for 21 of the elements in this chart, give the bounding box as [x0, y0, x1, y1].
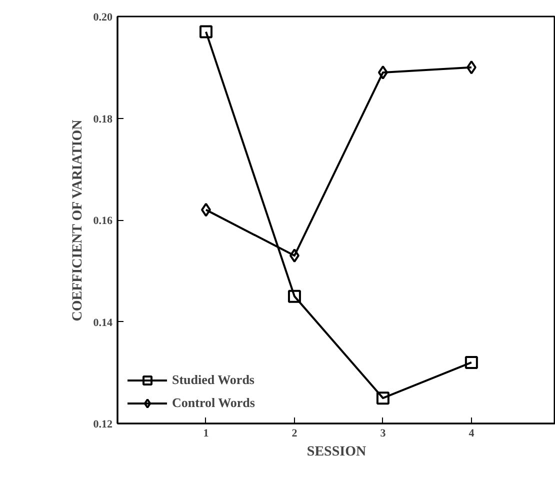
x-tick-label: 1	[203, 428, 209, 440]
legend-label: Control Words	[172, 395, 255, 411]
point	[289, 248, 300, 263]
point	[466, 60, 476, 74]
y-tick-label: 0.18	[93, 113, 113, 126]
x-axis-title: SESSION	[306, 444, 366, 460]
point	[200, 202, 211, 217]
y-tick-label: 0.12	[93, 418, 113, 430]
y-tick-label: 0.20	[93, 12, 113, 24]
point	[199, 25, 212, 38]
y-tick-label: 0.14	[93, 316, 113, 329]
y-axis-title: COEFFICIENT OF VARIATION	[70, 120, 86, 322]
x-tick-label: 3	[380, 428, 386, 440]
legend-label: Studied Words	[172, 372, 254, 388]
point	[464, 356, 478, 369]
point	[376, 392, 390, 405]
y-tick-label: 0.16	[93, 215, 113, 227]
x-tick-label: 2	[292, 428, 298, 440]
point	[378, 65, 388, 80]
point	[288, 290, 301, 303]
x-tick-label: 4	[468, 428, 475, 440]
